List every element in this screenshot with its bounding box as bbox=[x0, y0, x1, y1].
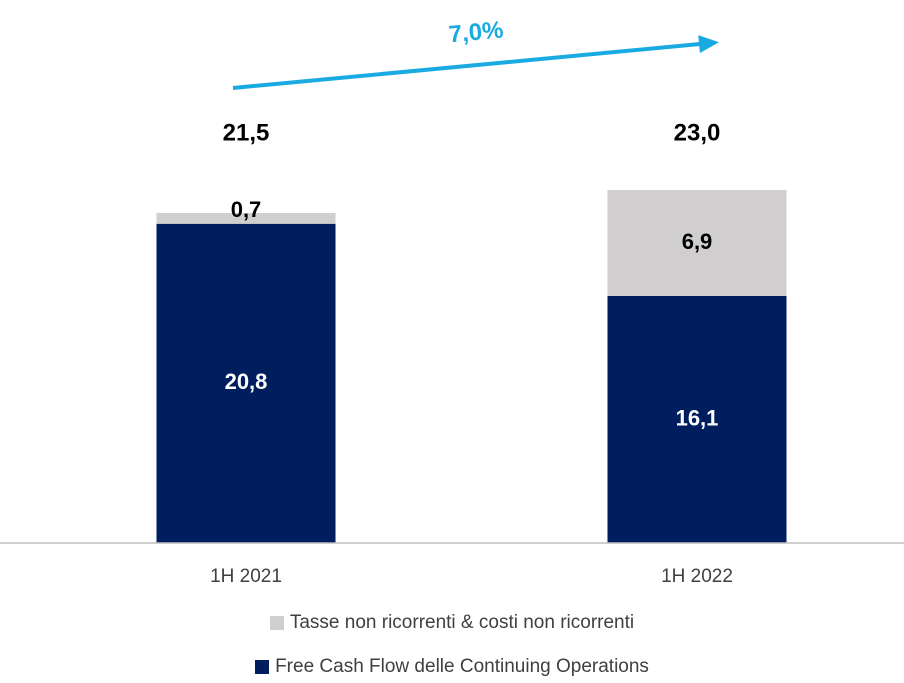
growth-label: 7,0% bbox=[448, 16, 505, 48]
x-tick-label: 1H 2022 bbox=[661, 566, 733, 587]
legend-label-nonrecurring: Tasse non ricorrenti & costi non ricorre… bbox=[289, 612, 635, 633]
legend-swatch-fcf bbox=[255, 660, 270, 674]
legend-entry-fcf: Free Cash Flow delle Continuing Operatio… bbox=[0, 656, 904, 680]
data-label: 20,8 bbox=[225, 369, 268, 394]
growth-arrow-group: 7,0% bbox=[232, 16, 719, 90]
bar-segment-fcf-1 bbox=[607, 295, 787, 543]
bars bbox=[156, 190, 787, 544]
total-label: 23,0 bbox=[674, 119, 721, 146]
data-label: 6,9 bbox=[682, 229, 713, 254]
legend-label-fcf: Free Cash Flow delle Continuing Operatio… bbox=[275, 656, 649, 677]
stacked-bar-chart: 20,8 0,7 21,5 1H 2021 16,1 6,9 23,0 1H 2022 7,0… bbox=[0, 16, 904, 587]
data-label: 0,7 bbox=[231, 197, 262, 222]
bar-segment-nonrecurring-1 bbox=[607, 190, 787, 296]
total-label: 21,5 bbox=[223, 119, 270, 146]
data-label: 16,1 bbox=[676, 405, 719, 430]
growth-arrow-head bbox=[698, 35, 719, 54]
bar-segment-nonrecurring-0 bbox=[156, 213, 336, 224]
bar-labels: 20,8 0,7 21,5 1H 2021 16,1 6,9 23,0 1H 2022 bbox=[210, 119, 733, 587]
legend-entry-nonrecurring: Tasse non ricorrenti & costi non ricorre… bbox=[0, 612, 904, 636]
bar-segment-fcf-0 bbox=[156, 223, 336, 544]
legend-swatch-nonrecurring bbox=[269, 616, 284, 630]
x-tick-label: 1H 2021 bbox=[210, 566, 282, 587]
growth-arrow bbox=[232, 42, 701, 90]
